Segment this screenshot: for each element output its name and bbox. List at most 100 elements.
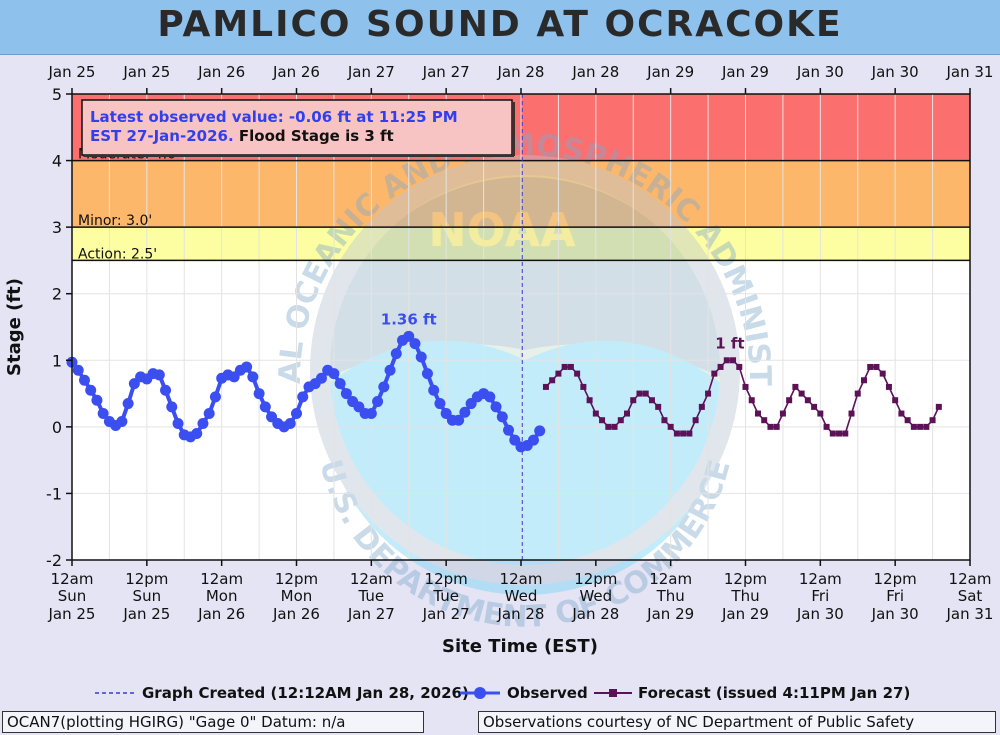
observed-point (78, 374, 90, 386)
legend-observed-swatch-dot (474, 687, 486, 699)
y-tick-label: -2 (46, 551, 62, 570)
observed-point (209, 391, 221, 403)
forecast-point (592, 410, 599, 417)
observed-point (91, 394, 103, 406)
forecast-point (786, 397, 793, 404)
forecast-point (723, 357, 730, 364)
x-axis-label: Site Time (EST) (442, 636, 598, 657)
observed-point (527, 434, 539, 446)
forecast-point (904, 417, 911, 424)
forecast-point (567, 363, 574, 370)
legend: Graph Created (12:12AM Jan 28, 2026) Obse… (95, 684, 910, 702)
bottom-tick-time: 12am (200, 570, 243, 588)
bottom-tick-date: Jan 27 (422, 605, 470, 623)
forecast-point (561, 363, 568, 370)
observed-point (291, 408, 302, 420)
y-tick-label: 1 (52, 351, 62, 370)
forecast-point (661, 417, 668, 424)
top-tick-label: Jan 28 (497, 63, 545, 81)
forecast-point (692, 417, 699, 424)
observed-point (428, 384, 440, 396)
forecast-point (854, 390, 861, 397)
top-tick-label: Jan 30 (796, 63, 844, 81)
observed-point (503, 424, 515, 436)
bottom-tick-time: 12pm (874, 570, 917, 588)
forecast-point (929, 417, 936, 424)
bottom-tick-date: Jan 26 (272, 605, 320, 623)
observed-point (409, 338, 421, 350)
observed-point (122, 398, 134, 410)
y-tick-label: 3 (52, 218, 62, 237)
bottom-tick-time: 12am (350, 570, 393, 588)
forecast-point (555, 370, 562, 377)
forecast-point (717, 363, 724, 370)
forecast-point (892, 397, 899, 404)
forecast-point (580, 383, 587, 390)
forecast-point (599, 417, 606, 424)
bottom-tick-date: Jan 30 (796, 605, 844, 623)
forecast-peak-label: 1 ft (715, 334, 744, 352)
bottom-tick-day: Wed (505, 587, 538, 605)
bottom-tick-time: 12am (649, 570, 692, 588)
forecast-point (711, 370, 718, 377)
forecast-point (611, 423, 618, 430)
bottom-tick-time: 12pm (724, 570, 767, 588)
forecast-point (873, 363, 880, 370)
observed-point (372, 396, 384, 408)
observed-point (297, 391, 309, 403)
forecast-point (773, 423, 780, 430)
bottom-tick-day: Thu (656, 587, 685, 605)
top-tick-label: Jan 27 (422, 63, 470, 81)
bottom-tick-day: Wed (579, 587, 612, 605)
info-box-line-2: EST 27-Jan-2026. Flood Stage is 3 ft (90, 127, 394, 145)
forecast-point (885, 383, 892, 390)
bottom-tick-time: 12am (799, 570, 842, 588)
forecast-line (545, 359, 940, 435)
observed-point (365, 408, 377, 420)
observed-point (203, 408, 215, 420)
forecast-point (736, 363, 743, 370)
forecast-point (848, 410, 855, 417)
observed-point (415, 351, 427, 363)
forecast-point (779, 410, 786, 417)
observed-point (247, 371, 259, 383)
bottom-tick-date: Jan 27 (347, 605, 395, 623)
forecast-point (680, 430, 687, 437)
observed-point (403, 330, 415, 342)
forecast-point (761, 417, 768, 424)
top-tick-label: Jan 30 (871, 63, 919, 81)
forecast-point (867, 363, 874, 370)
forecast-point (860, 377, 867, 384)
forecast-point (542, 383, 549, 390)
y-tick-label: 0 (52, 418, 62, 437)
bottom-tick-day: Sat (958, 587, 983, 605)
forecast-point (648, 397, 655, 404)
forecast-point (823, 423, 830, 430)
forecast-point (624, 410, 631, 417)
legend-observed-label: Observed (507, 684, 588, 702)
observed-point (259, 401, 271, 413)
forecast-point (655, 403, 662, 410)
observed-point (284, 418, 296, 430)
observed-point (484, 391, 496, 403)
bottom-tick-date: Jan 31 (946, 605, 994, 623)
y-tick-label: 2 (52, 285, 62, 304)
bottom-tick-day: Mon (206, 587, 238, 605)
observed-point (328, 368, 340, 380)
forecast-point (549, 377, 556, 384)
legend-forecast-label: Forecast (issued 4:11PM Jan 27) (638, 684, 910, 702)
forecast-point (642, 390, 649, 397)
bottom-tick-day: Tue (358, 587, 385, 605)
top-tick-label: Jan 31 (946, 63, 994, 81)
forecast-point (686, 430, 693, 437)
bottom-tick-day: Sun (133, 587, 162, 605)
forecast-point (804, 397, 811, 404)
top-tick-label: Jan 28 (571, 63, 619, 81)
forecast-point (817, 410, 824, 417)
footer-courtesy: Observations courtesy of NC Department o… (478, 711, 996, 733)
observed-peak-label: 1.36 ft (381, 310, 437, 328)
forecast-point (935, 403, 942, 410)
observed-point (390, 348, 402, 360)
top-tick-label: Jan 25 (122, 63, 170, 81)
title-bar: PAMLICO SOUND AT OCRACOKE (0, 0, 1000, 55)
